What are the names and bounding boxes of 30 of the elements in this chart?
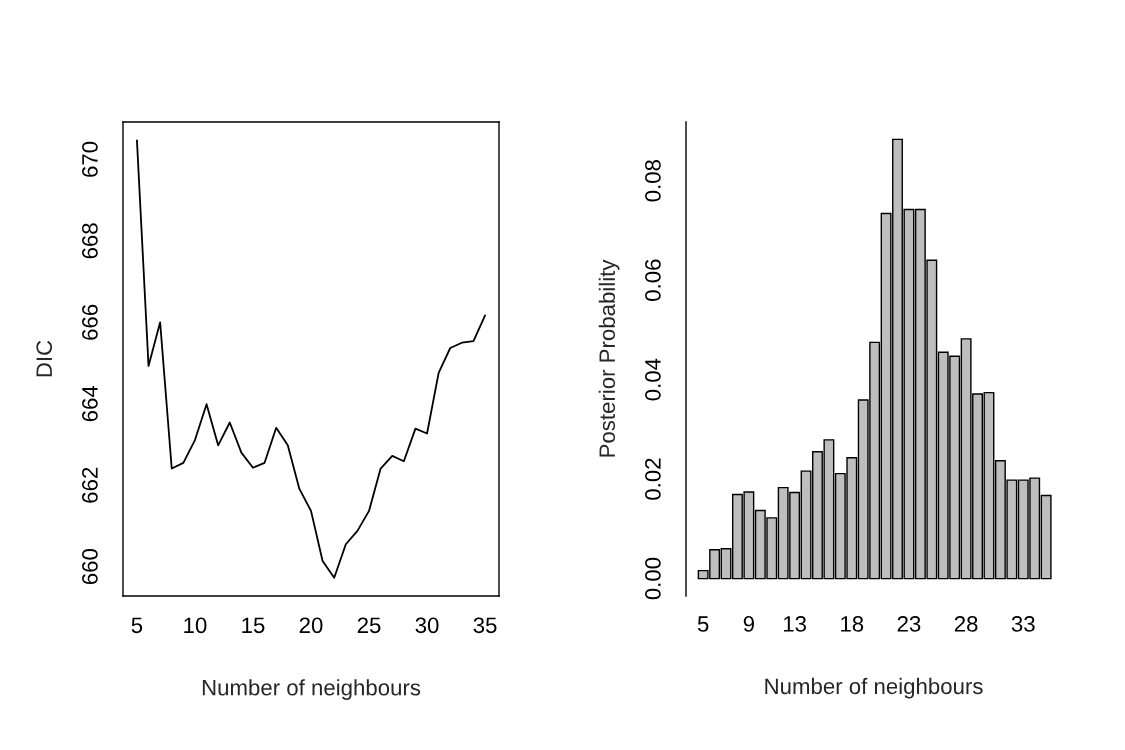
- x-tick-label: 18: [841, 616, 864, 632]
- y-tick-label: 0.04: [645, 358, 661, 401]
- y-tick-label: 664: [82, 385, 98, 422]
- y-tick-label: 0.00: [645, 557, 661, 600]
- x-tick-label: 10: [184, 617, 207, 634]
- x-axis-title: Number of neighbours: [202, 679, 421, 700]
- y-tick-label: 668: [82, 223, 98, 259]
- y-tick-label: 0.02: [645, 458, 661, 500]
- y-tick-label: 0.06: [645, 259, 661, 301]
- x-tick-label: 23: [897, 616, 921, 632]
- x-tick-label: 5: [697, 616, 709, 632]
- y-tick-label: 660: [82, 549, 98, 585]
- y-axis-title: Posterior Probability: [598, 259, 620, 457]
- x-tick-label: 13: [783, 616, 806, 632]
- line-series: [136, 139, 486, 579]
- x-tick-label: 30: [415, 617, 439, 634]
- y-tick-label: 670: [82, 141, 98, 177]
- x-axis-title: Number of neighbours: [765, 677, 983, 699]
- y-axis-title: DIC: [36, 340, 53, 377]
- x-tick-label: 9: [743, 616, 755, 632]
- x-tick-label: 28: [954, 616, 978, 632]
- x-tick-label: 5: [131, 617, 143, 634]
- x-tick-label: 20: [299, 617, 323, 634]
- x-tick-label: 33: [1011, 616, 1035, 632]
- y-tick-label: 666: [82, 304, 98, 340]
- x-tick-label: 35: [473, 617, 497, 634]
- x-tick-label: 25: [357, 617, 381, 634]
- x-tick-label: 15: [242, 617, 265, 634]
- y-tick-label: 662: [82, 467, 98, 503]
- y-tick-label: 0.08: [645, 160, 661, 202]
